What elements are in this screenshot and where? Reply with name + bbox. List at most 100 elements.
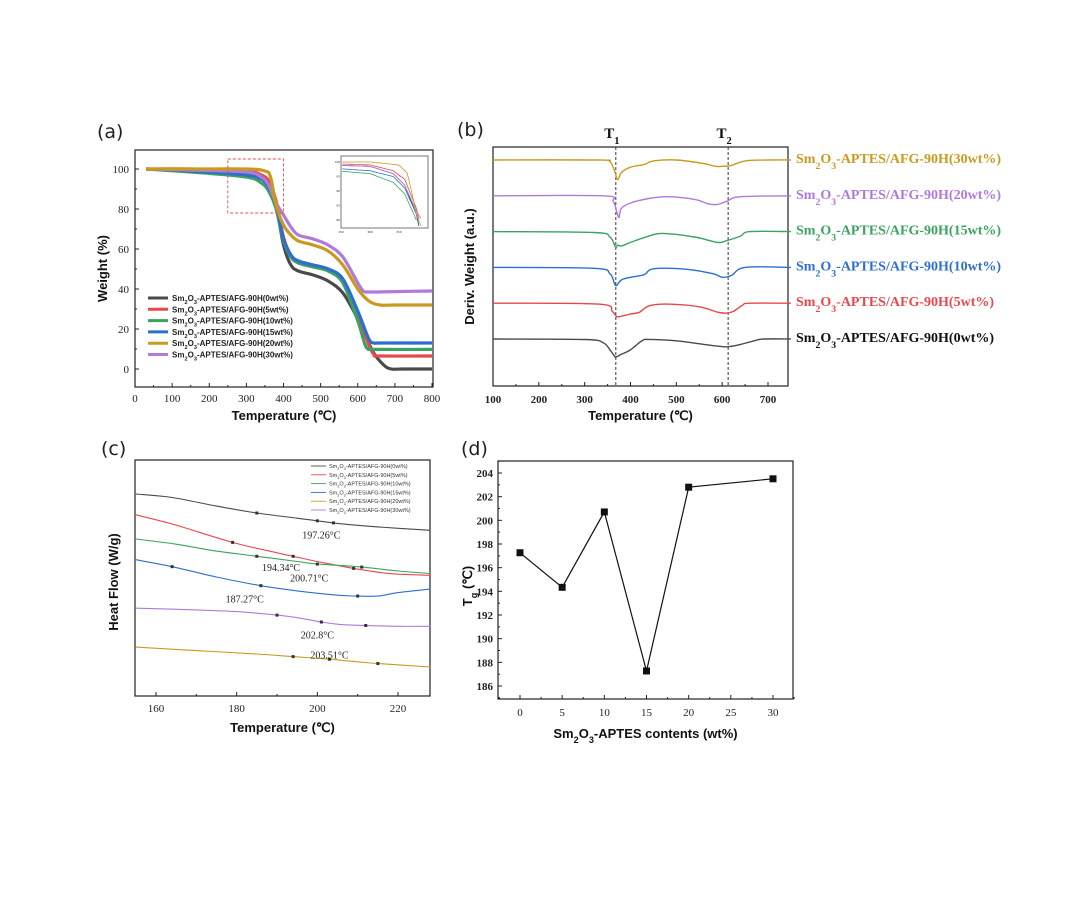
tg-marker-c [327,657,331,661]
tg-marker-c [352,566,356,570]
x-tick-label-d: 0 [517,707,523,719]
x-tick-label-d: 30 [768,707,780,719]
series-line-a-20wt [146,167,432,307]
chart-c: 160 180 200 220 Temperature (℃) Heat Flow (W/… [106,459,431,735]
x-tick-label-a: 700 [387,393,404,405]
x-axis-label-a: Temperature (℃) [232,408,337,423]
tg-marker-c [231,540,235,544]
inset-y-tick: 90 [337,189,341,193]
x-tick-label-a: 0 [132,393,138,405]
panel-label-b: (b) [457,119,484,141]
legend-c: Sm2O3-APTES/AFG-90H(0wt%) Sm2O3-APTES/AFG… [311,464,411,515]
tg-annotation-c: 200.71°C [290,574,328,585]
x-axis-label-c: Temperature (℃) [230,720,335,735]
data-point-d [558,583,566,591]
x-tick-label-c: 200 [309,703,326,715]
inset-series-15wt [342,168,420,225]
legend-label-b: Sm2O3-APTES/AFG-90H(10wt%) [796,259,1001,279]
series-line-b-5wt [492,302,791,318]
legend-label-a: Sm2O3-APTES/AFG-90H(20wt%) [172,339,293,351]
tg-marker-c [319,620,323,624]
tg-marker-c [255,554,259,558]
inset-series-30wt [342,165,422,219]
inset-y-tick: 85 [337,204,341,208]
x-tick-label-c: 220 [390,703,407,715]
x-tick-label-d: 25 [725,707,737,719]
tg-annotation-c: 197.26°C [302,530,340,541]
data-point-d [769,475,777,483]
x-tick-label-c: 180 [228,703,245,715]
legend-label-b: Sm2O3-APTES/AFG-90H(30wt%) [796,152,1001,172]
x-tick-label-a: 300 [238,393,255,405]
plot-frame-d [497,460,794,700]
x-tick-label-a: 600 [350,393,367,405]
y-axis-label-d: Tg (℃) [460,566,479,606]
y-tick-label-a: 20 [118,324,130,336]
y-tick-label-d: 200 [477,515,494,527]
x-axis-label-d: Sm2O3-APTES contents (wt%) [553,726,737,745]
tg-marker-c [291,554,295,558]
y-tick-label-d: 198 [477,539,494,551]
x-tick-label-a: 400 [275,393,292,405]
tg-annotation-c: 194.34°C [262,563,300,574]
series-line-c-20wt [135,646,431,668]
legend-label-b: Sm2O3-APTES/AFG-90H(5wt%) [796,295,994,315]
tg-marker-c [315,562,319,566]
data-point-d [643,667,650,675]
series-line-c-30wt [135,607,431,627]
series-line-b-0wt [492,338,791,358]
x-tick-label-b: 300 [576,394,593,406]
legend-label-c: Sm2O3-APTES/AFG-90H(30wt%) [329,508,411,515]
x-tick-label-b: 400 [622,394,639,406]
data-point-d [600,508,608,516]
tg-marker-c [255,511,259,515]
x-tick-label-a: 100 [164,393,181,405]
legend-label-c: Sm2O3-APTES/AFG-90H(15wt%) [329,490,411,497]
plot-frame-b [492,146,789,387]
tg-marker-c [360,565,364,569]
series-line-c-10wt [135,538,431,575]
inset-y-tick: 100 [335,160,341,164]
y-tick-label-d: 194 [477,586,494,598]
inset-y-tick: 95 [337,175,341,179]
x-tick-label-d: 15 [641,707,653,719]
series-line-a-30wt [146,167,433,294]
inset-series-5wt [342,163,420,220]
series-line-b-15wt [492,266,791,287]
series-line-c-15wt [135,559,431,597]
tg-annotation-c: 202.8°C [301,631,334,642]
plot-frame-c [134,459,431,697]
tg-annotation-c: 203.51°C [310,651,348,662]
series-line-d [519,478,774,672]
inset-series-20wt [342,161,422,227]
tg-marker-c [364,623,368,627]
tg-marker-c [356,594,360,598]
legend-label-b: Sm2O3-APTES/AFG-90H(15wt%) [796,224,1001,244]
x-tick-label-a: 800 [424,393,441,405]
series-line-c-0wt [135,493,431,531]
y-axis-label-a: Weight (%) [95,235,110,302]
y-tick-label-d: 188 [477,657,494,669]
inset-y-tick: 80 [337,218,341,222]
legend-label-c: Sm2O3-APTES/AFG-90H(10wt%) [329,482,411,489]
tg-marker-c [291,655,295,659]
y-tick-label-a: 60 [118,244,130,256]
tg-marker-c [170,565,174,569]
x-tick-label-b: 700 [760,394,777,406]
y-tick-label-a: 0 [124,364,130,376]
data-point-d [685,483,693,491]
series-line-a-10wt [145,167,433,352]
tg-marker-c [315,519,319,523]
tg-marker-c [376,662,380,666]
series-line-b-30wt [492,194,791,219]
y-tick-label-a: 80 [118,204,130,216]
legend-label-c: Sm2O3-APTES/AFG-90H(20wt%) [329,499,411,506]
inset-x-tick: 350 [396,230,402,234]
y-tick-label-a: 40 [118,284,130,296]
inset-frame [340,155,429,229]
legend-label-b: Sm2O3-APTES/AFG-90H(20wt%) [796,188,1001,208]
inset-x-tick: 300 [367,230,373,234]
chart-d: 0 5 10 15 20 25 30 186 188 190 192 194 196 198 200 202 2… [460,460,795,745]
x-tick-label-d: 10 [599,707,611,719]
data-point-d [516,549,524,557]
